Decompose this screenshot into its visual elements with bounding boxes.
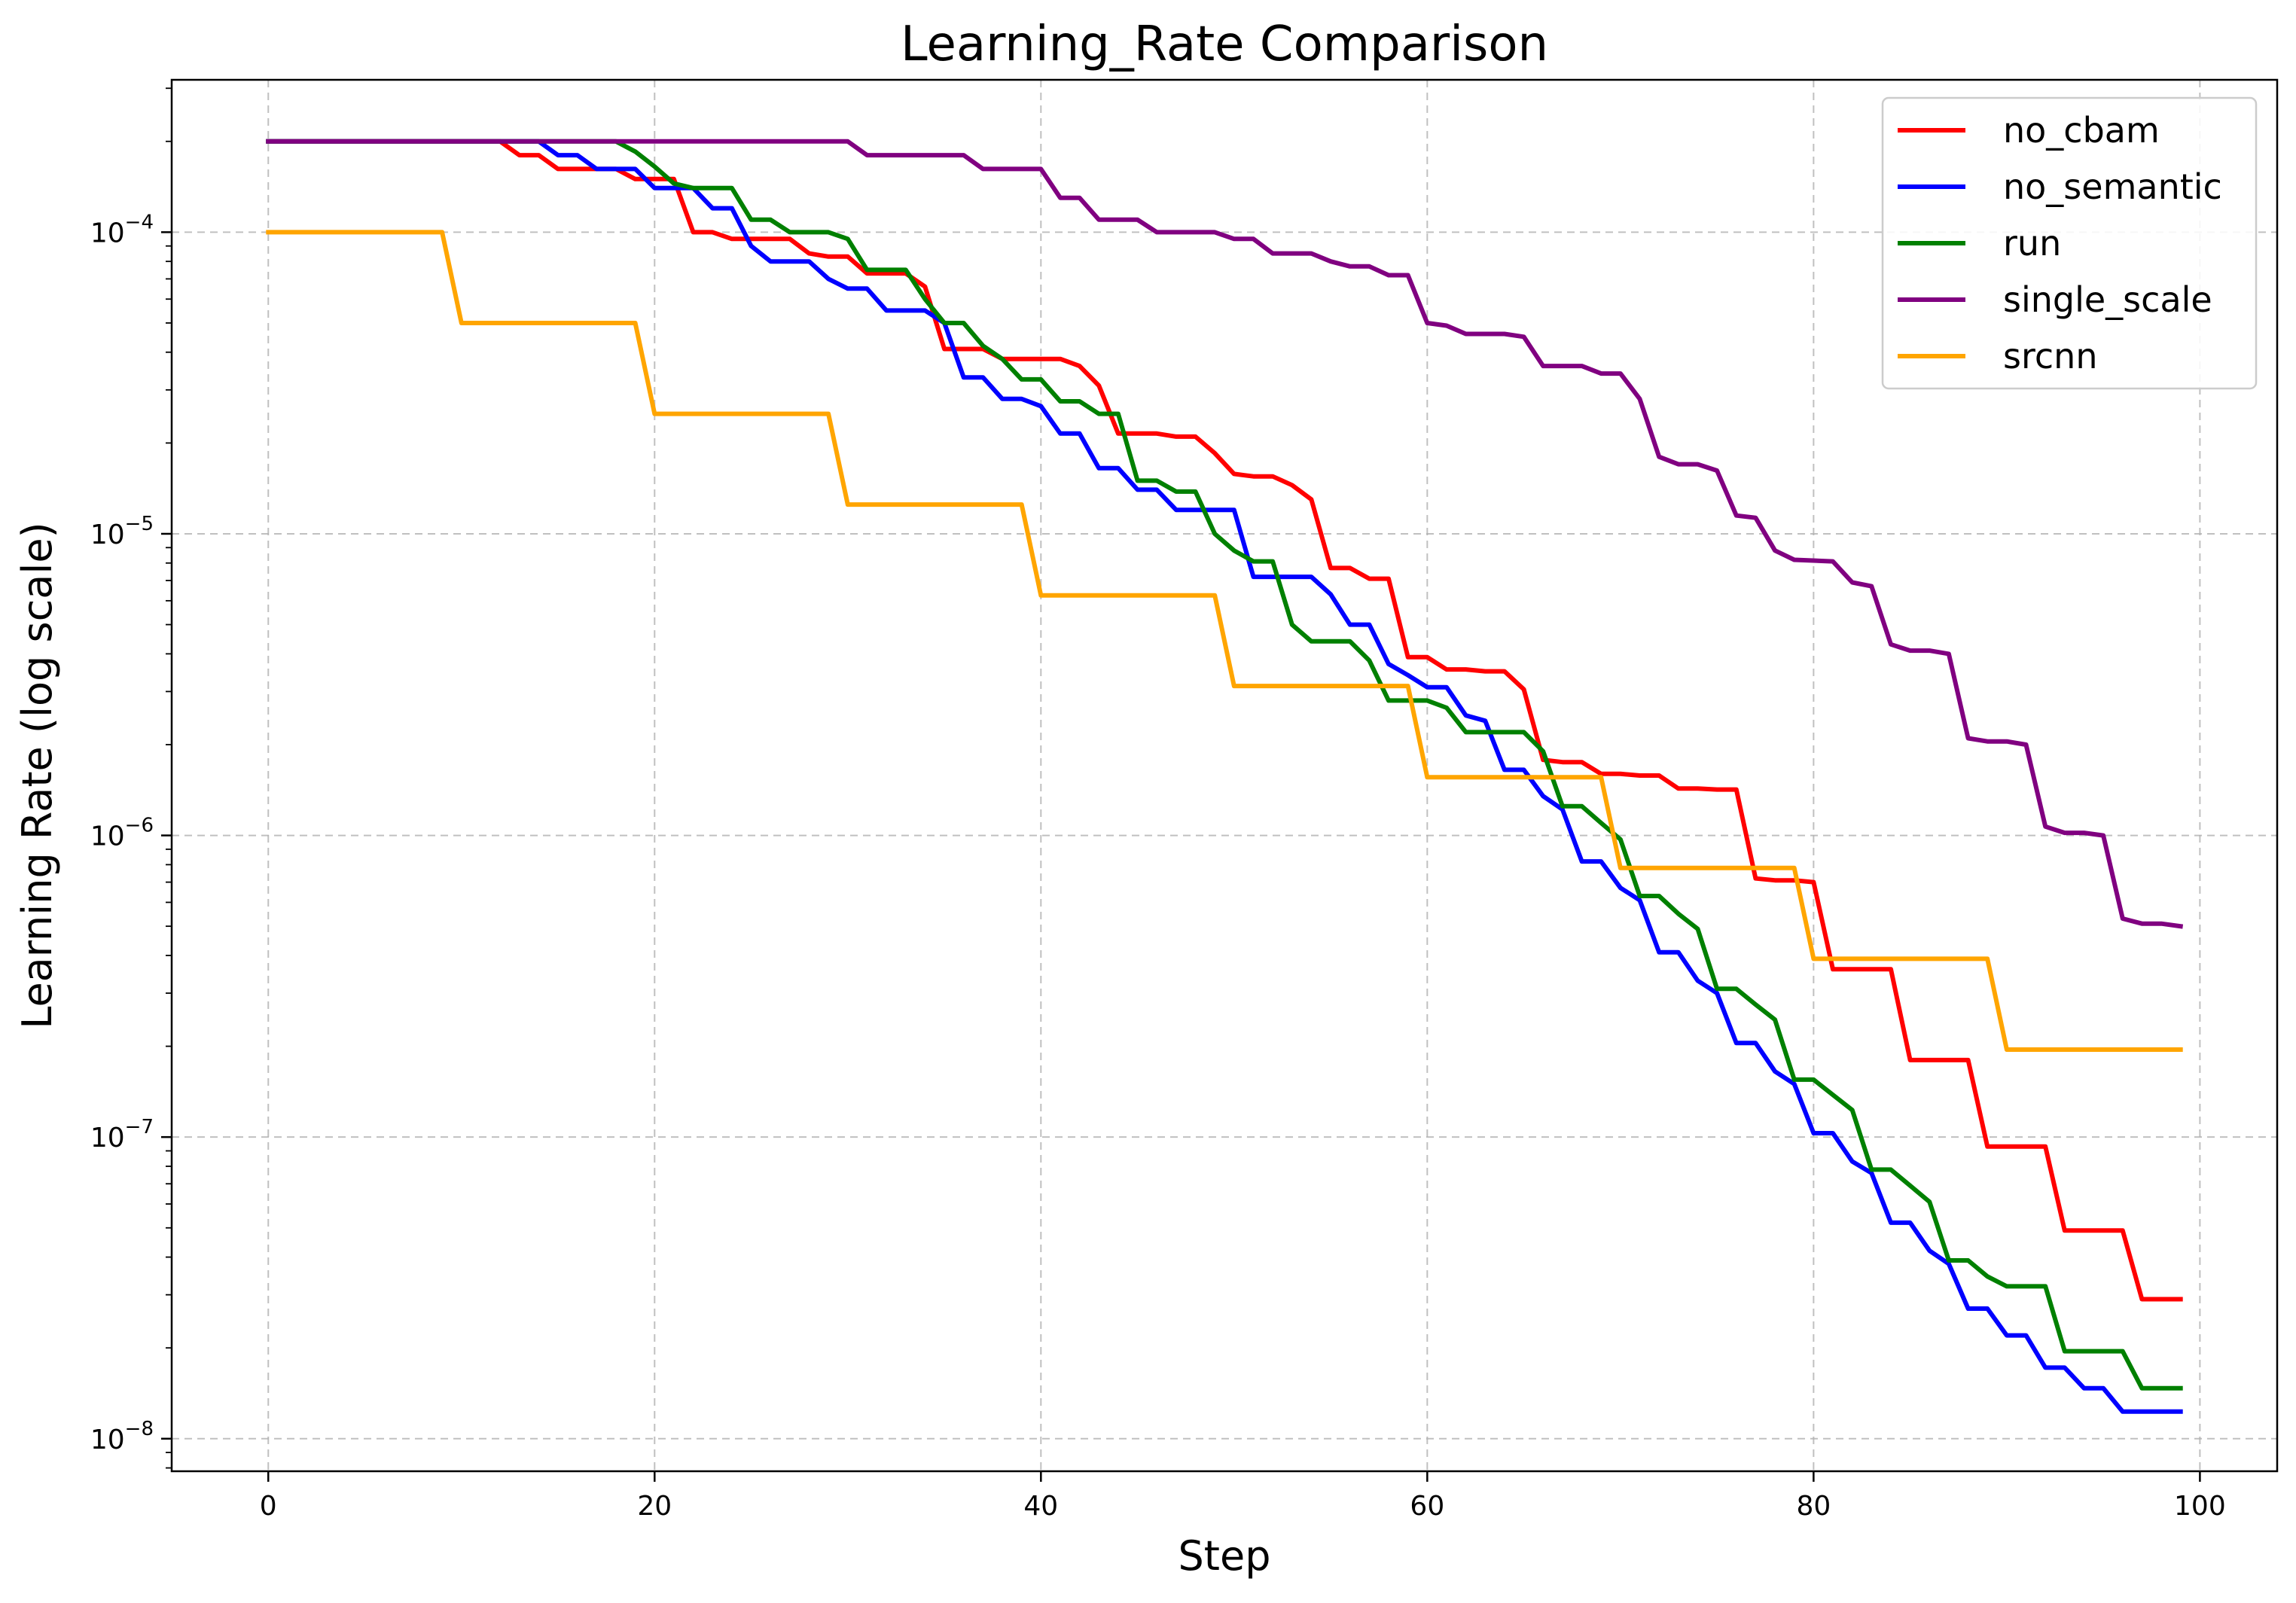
x-tick-label: 20 — [637, 1491, 672, 1522]
x-axis-title: Step — [1178, 1532, 1271, 1580]
y-tick-label: 10−7 — [90, 1116, 154, 1153]
series-line-single-scale — [266, 139, 2184, 929]
x-tick-label: 60 — [1410, 1491, 1444, 1522]
y-tick-label: 10−5 — [90, 513, 154, 550]
y-minor-ticks — [166, 87, 172, 1469]
y-tick-label: 10−8 — [90, 1418, 154, 1455]
x-tick-label: 0 — [260, 1491, 277, 1522]
y-tick-label: 10−6 — [90, 815, 154, 852]
legend-item: srcnn — [1898, 336, 2097, 376]
x-axis-ticks: 0 20 40 60 80 100 — [260, 1471, 2226, 1522]
series-lines — [266, 139, 2184, 1414]
chart-title: Learning_Rate Comparison — [901, 17, 1548, 72]
series-line-no-cbam — [266, 139, 2183, 1302]
legend-label: single_scale — [2003, 279, 2212, 320]
legend-label: srcnn — [2003, 336, 2097, 376]
series-line-srcnn — [266, 230, 2183, 1052]
x-tick-label: 40 — [1023, 1491, 1058, 1522]
legend-item: single_scale — [1898, 279, 2212, 320]
y-tick-label: 10−4 — [90, 211, 154, 248]
y-axis-title: Learning Rate (log scale) — [14, 522, 61, 1029]
series-line-no-semantic — [266, 139, 2183, 1414]
legend-item: no_semantic — [1898, 166, 2222, 207]
legend-label: no_semantic — [2003, 166, 2222, 207]
y-axis-ticks: 10−8 10−7 10−6 10−5 10−4 — [90, 211, 172, 1455]
legend-item: no_cbam — [1898, 110, 2160, 151]
plot-frame — [170, 78, 2279, 1473]
x-tick-label: 100 — [2174, 1491, 2226, 1522]
x-tick-label: 80 — [1796, 1491, 1831, 1522]
legend-box — [1881, 96, 2258, 390]
legend-label: no_cbam — [2003, 110, 2160, 151]
legend-item: run — [1898, 223, 2061, 264]
legend-label: run — [2003, 223, 2061, 264]
series-line-run — [266, 139, 2183, 1391]
